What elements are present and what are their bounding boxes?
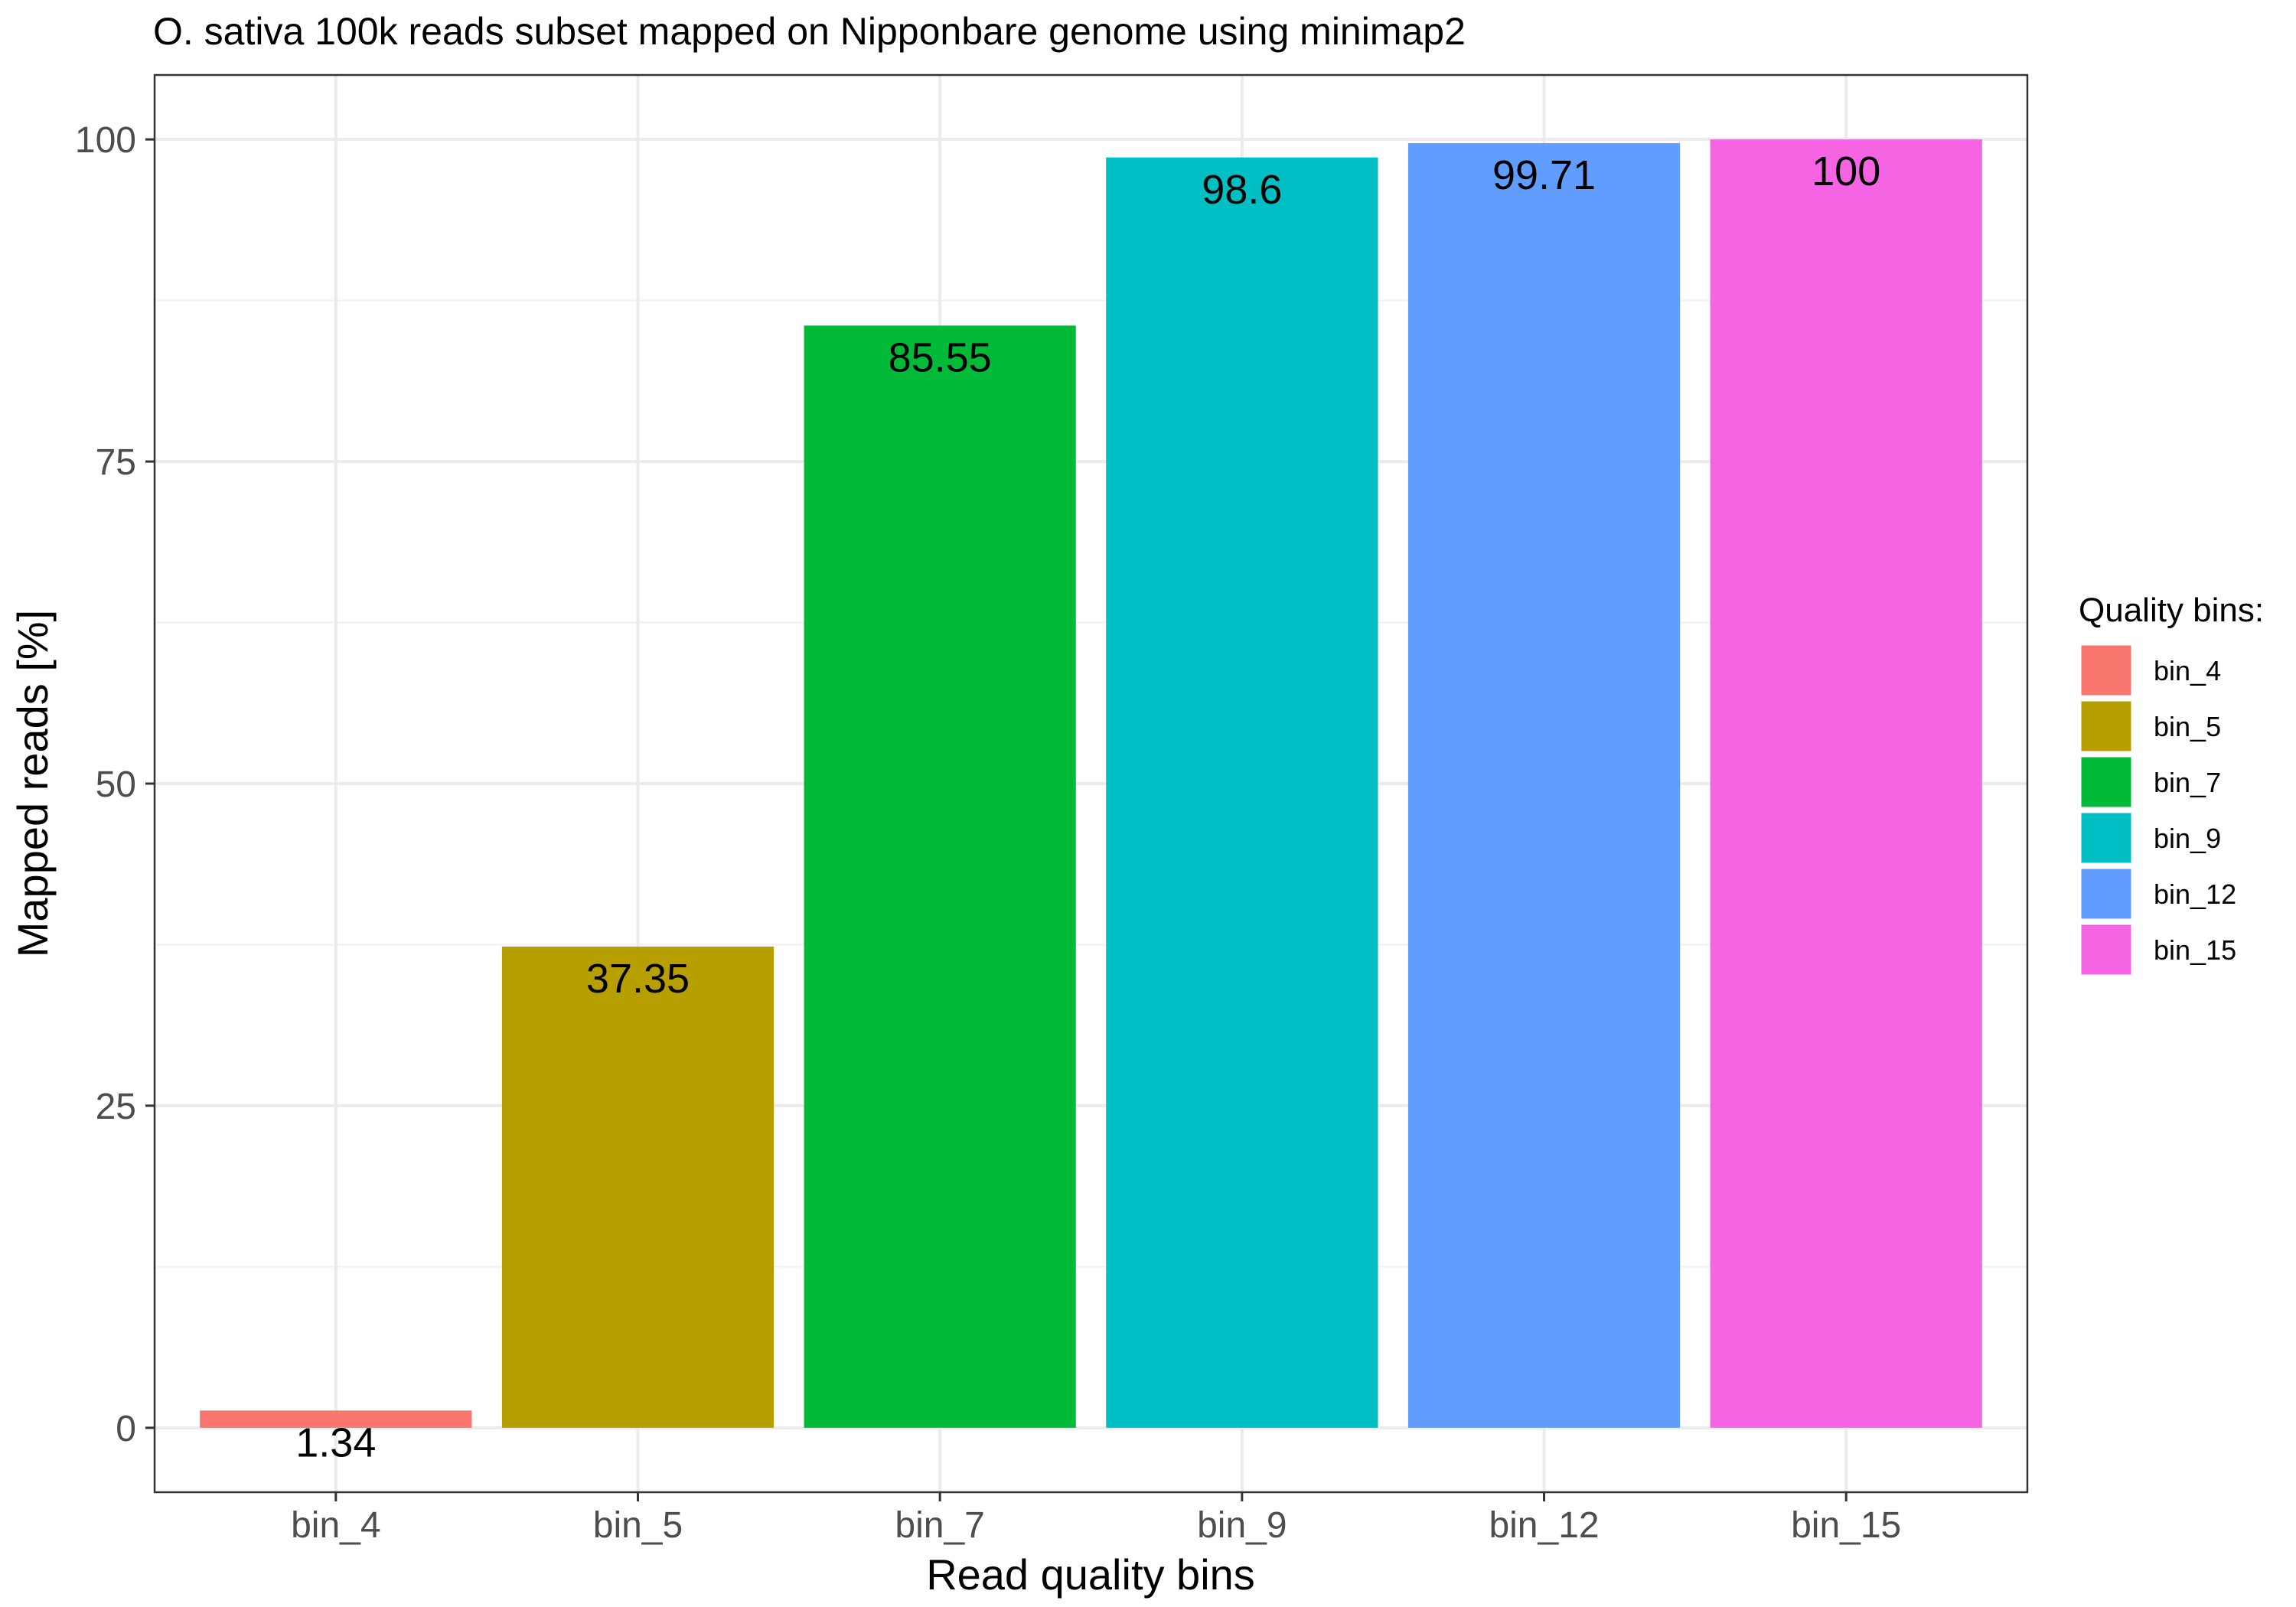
bar-value-label: 37.35	[586, 956, 690, 1002]
x-tick-label: bin_12	[1489, 1505, 1599, 1546]
chart-title: O. sativa 100k reads subset mapped on Ni…	[153, 10, 1466, 53]
bar-value-label: 98.6	[1202, 167, 1282, 213]
y-axis-title: Mapped reads [%]	[8, 610, 57, 957]
y-axis: 0 25 50 75 100	[75, 120, 155, 1449]
plot-panel: 1.34 37.35 85.55 98.6 99.71 100	[153, 73, 2029, 1494]
legend-label: bin_7	[2154, 767, 2221, 798]
bar-value-label: 99.71	[1492, 152, 1596, 198]
x-tick-label: bin_4	[291, 1505, 380, 1546]
bar-value-label: 1.34	[295, 1420, 376, 1465]
bars	[200, 139, 1982, 1428]
y-tick-label: 100	[75, 120, 136, 161]
x-axis: bin_4 bin_5 bin_7 bin_9 bin_12 bin_15	[291, 1492, 1901, 1546]
bar-value-label: 100	[1812, 148, 1880, 194]
x-axis-title: Read quality bins	[926, 1550, 1255, 1599]
x-tick-label: bin_5	[593, 1505, 683, 1546]
bar-bin_15	[1710, 139, 1982, 1428]
x-tick-label: bin_15	[1791, 1505, 1901, 1546]
bar-value-labels: 1.34 37.35 85.55 98.6 99.71 100	[295, 148, 1880, 1465]
y-tick-label: 75	[96, 442, 136, 483]
legend: Quality bins: bin_4 bin_5 bin_7 bin_9 bin_12…	[2079, 592, 2264, 977]
x-tick-label: bin_7	[895, 1505, 984, 1546]
bar-value-label: 85.55	[889, 334, 992, 380]
x-tick-label: bin_9	[1197, 1505, 1287, 1546]
legend-key-bin_12	[2079, 866, 2134, 921]
legend-key-bin_9	[2079, 810, 2134, 865]
legend-key-bin_5	[2079, 699, 2134, 754]
legend-title: Quality bins:	[2079, 592, 2264, 629]
y-tick-label: 25	[96, 1087, 136, 1127]
bar-bin_4	[200, 1410, 472, 1428]
legend-label: bin_9	[2154, 823, 2221, 854]
legend-label: bin_12	[2154, 878, 2236, 910]
bar-bin_9	[1106, 157, 1378, 1428]
legend-label: bin_5	[2154, 711, 2221, 742]
legend-key-bin_7	[2079, 755, 2134, 810]
legend-items: bin_4 bin_5 bin_7 bin_9 bin_12 bin_15	[2079, 643, 2236, 977]
y-tick-label: 50	[96, 764, 136, 805]
bar-bin_7	[804, 325, 1076, 1428]
legend-label: bin_4	[2154, 655, 2221, 686]
y-tick-label: 0	[116, 1409, 136, 1449]
bar-bin_12	[1407, 143, 1681, 1428]
legend-label: bin_15	[2154, 934, 2236, 966]
legend-key-bin_4	[2079, 643, 2134, 698]
legend-key-bin_15	[2079, 922, 2134, 977]
bar-bin_5	[501, 946, 775, 1428]
